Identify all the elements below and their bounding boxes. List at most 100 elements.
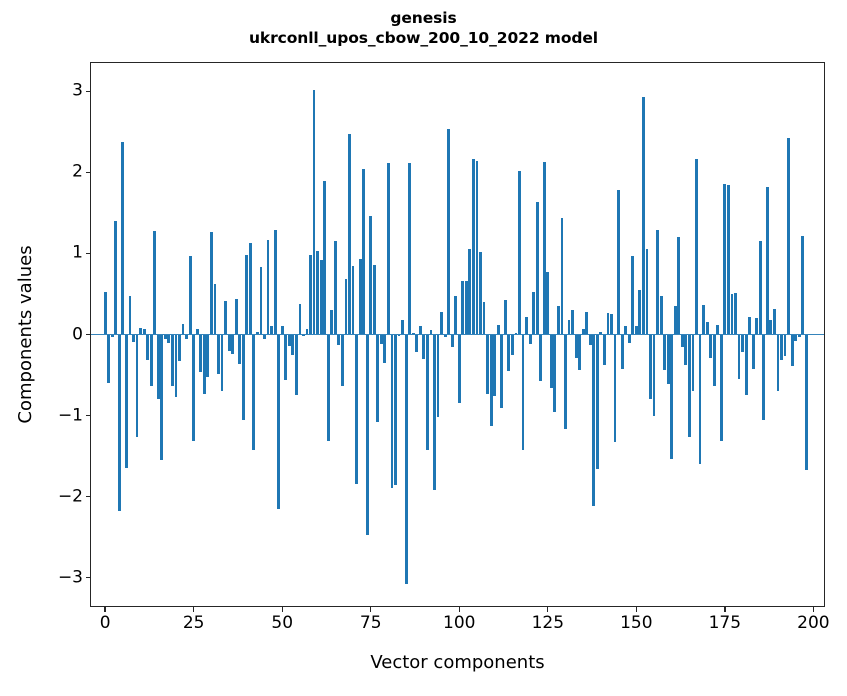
bar bbox=[769, 319, 773, 335]
bar bbox=[195, 328, 199, 335]
y-axis-tick bbox=[85, 252, 91, 255]
y-axis-tick-label: −1 bbox=[57, 405, 83, 426]
bar bbox=[227, 334, 231, 351]
bar bbox=[259, 267, 263, 335]
bar bbox=[627, 334, 631, 343]
chart-title-line-2: ukrconll_upos_cbow_200_10_2022 model bbox=[248, 29, 599, 47]
bar bbox=[337, 334, 341, 346]
bar bbox=[525, 317, 528, 335]
bar bbox=[397, 334, 401, 337]
bar bbox=[482, 302, 486, 335]
bar bbox=[305, 328, 309, 335]
x-axis-tick bbox=[724, 606, 726, 612]
x-axis-tick bbox=[192, 606, 195, 612]
bar bbox=[270, 326, 273, 335]
y-axis-tick bbox=[85, 576, 91, 579]
x-axis-tick bbox=[458, 606, 460, 612]
bar bbox=[688, 334, 691, 437]
bar bbox=[344, 279, 348, 335]
y-axis-tick-label: 1 bbox=[72, 242, 83, 263]
bar bbox=[457, 334, 461, 404]
bar bbox=[390, 334, 394, 488]
bar bbox=[365, 334, 369, 535]
bar bbox=[510, 334, 514, 355]
zero-baseline bbox=[91, 334, 824, 335]
bar bbox=[560, 217, 564, 335]
bar bbox=[468, 249, 472, 335]
bar bbox=[794, 334, 798, 341]
bar bbox=[610, 314, 613, 335]
y-axis-label: Components values bbox=[15, 245, 36, 424]
bar bbox=[124, 334, 128, 469]
bar bbox=[461, 281, 465, 335]
x-axis-tick bbox=[281, 606, 283, 612]
bar bbox=[631, 255, 635, 335]
bar bbox=[649, 334, 652, 400]
bar bbox=[666, 334, 670, 384]
bar bbox=[294, 334, 298, 396]
bar bbox=[447, 129, 451, 335]
bar bbox=[751, 334, 755, 369]
bar bbox=[202, 334, 206, 395]
bar bbox=[110, 334, 114, 337]
bar bbox=[521, 334, 525, 451]
bar bbox=[755, 318, 759, 335]
x-axis-tick-label: 125 bbox=[531, 613, 565, 633]
y-axis-tick-label: 0 bbox=[72, 324, 83, 344]
bar bbox=[103, 292, 107, 335]
bar bbox=[383, 334, 387, 363]
bar bbox=[762, 334, 766, 420]
bar bbox=[220, 334, 224, 392]
bar bbox=[691, 334, 695, 392]
bar bbox=[156, 334, 160, 400]
bar bbox=[309, 255, 312, 335]
bar bbox=[167, 334, 171, 343]
y-axis-tick bbox=[85, 495, 91, 498]
bar bbox=[291, 334, 295, 355]
bar bbox=[518, 170, 521, 335]
bar bbox=[624, 326, 628, 335]
bar bbox=[181, 323, 185, 335]
bar bbox=[351, 265, 355, 335]
bar bbox=[128, 296, 132, 335]
bar bbox=[209, 231, 213, 335]
bar bbox=[302, 334, 305, 337]
bar bbox=[765, 186, 769, 335]
bar bbox=[171, 334, 174, 387]
bar bbox=[394, 334, 397, 486]
bar bbox=[776, 334, 780, 392]
bar bbox=[479, 251, 482, 335]
bar bbox=[514, 332, 518, 335]
x-axis-label: Vector components bbox=[370, 652, 545, 673]
bar bbox=[702, 304, 705, 335]
bar bbox=[372, 264, 376, 335]
bar bbox=[425, 334, 429, 451]
bar bbox=[340, 334, 344, 386]
bar bbox=[135, 334, 139, 438]
bar bbox=[780, 334, 783, 360]
bar bbox=[454, 295, 458, 335]
bar bbox=[641, 97, 645, 335]
bar bbox=[507, 334, 511, 371]
bar bbox=[248, 242, 252, 335]
bar bbox=[581, 328, 585, 335]
bar bbox=[617, 190, 621, 335]
bar bbox=[263, 334, 266, 340]
bar bbox=[362, 169, 366, 335]
bar bbox=[117, 334, 121, 512]
bar bbox=[199, 334, 203, 372]
bar bbox=[680, 334, 684, 348]
y-axis-tick-label: −2 bbox=[57, 486, 83, 507]
bar bbox=[716, 324, 720, 335]
bar bbox=[797, 334, 801, 337]
bar bbox=[705, 321, 709, 335]
bar bbox=[549, 334, 553, 388]
bar bbox=[500, 334, 504, 409]
bar bbox=[787, 138, 790, 335]
x-axis-tick-label: 200 bbox=[797, 613, 830, 633]
y-axis-tick bbox=[85, 90, 91, 93]
bar bbox=[656, 229, 659, 335]
bar bbox=[440, 311, 443, 335]
bar bbox=[316, 251, 320, 335]
bar bbox=[585, 311, 589, 335]
